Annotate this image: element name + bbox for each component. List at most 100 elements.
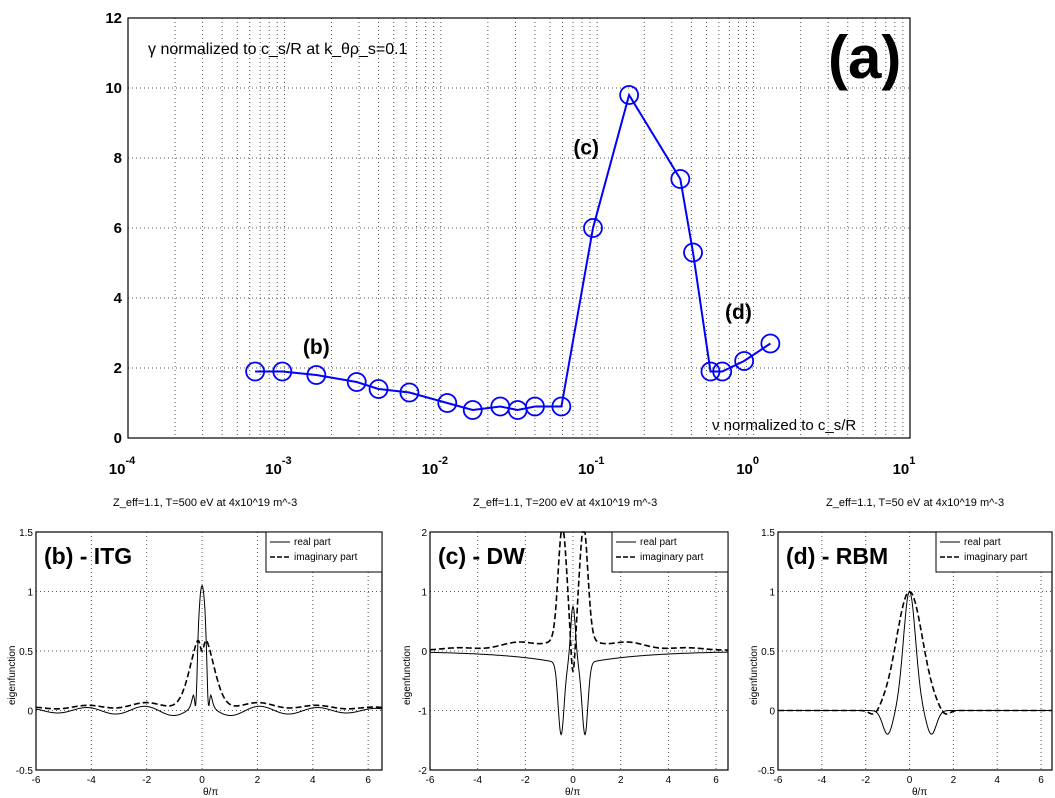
sub-chart-d: Z_eff=1.1, T=50 eV at 4x10^19 m^-3 (d) -… [749,497,1053,798]
sub-x-tick-label: -2 [142,775,151,786]
sub-y-tick-label: -0.5 [758,766,776,777]
main-point-label: (d) [725,301,752,324]
main-y-tick-label: 12 [105,10,122,27]
main-y-tick-label: 8 [114,150,122,167]
sub-c-panel-label: (c) - DW [438,543,525,569]
main-x-tick-label: 101 [893,455,916,478]
sub-y-tick-label: -0.5 [16,766,34,777]
sub-x-tick-label: 6 [713,775,719,786]
sub-y-tick-label: 1 [769,588,775,599]
sub-y-tick-label: 0 [421,647,427,658]
sub-chart-b: Z_eff=1.1, T=500 eV at 4x10^19 m^-3 (b) … [7,497,383,798]
sub-y-tick-label: 0.5 [19,647,33,658]
sub-x-tick-label: 0 [199,775,205,786]
sub-legend-box [611,531,729,573]
real-part-curve [429,605,728,736]
sub-x-tick-label: -6 [426,775,435,786]
main-plot-frame [127,17,911,439]
main-data-point [368,379,389,399]
main-data-point [712,361,733,382]
main-data-point [346,372,367,392]
main-data-point [670,169,691,189]
sub-x-tick-label: -4 [473,775,482,786]
sub-x-tick-label: 6 [1038,775,1044,786]
sub-legend-label: imaginary part [964,552,1028,563]
sub-x-tick-label: 4 [666,775,672,786]
sub-d-x-label: θ/π [912,787,927,798]
sub-legend-label: real part [640,537,677,548]
sub-legend-label: imaginary part [640,552,704,563]
main-y-tick-label: 4 [114,290,123,307]
sub-y-tick-label: 0.5 [761,647,775,658]
sub-y-tick-label: -1 [418,707,427,718]
main-chart-a: 0 2 4 6 8 10 12 10-4 10-3 10-2 10-1 100 101 γ normal… [105,10,915,478]
main-y-tick-label: 0 [114,430,122,447]
sub-c-y-label: eigenfunction [402,646,413,706]
real-part-curve [35,584,383,716]
imaginary-part-curve [430,531,728,672]
main-x-tick-label: 10-1 [578,455,604,478]
main-y-tick-label: 6 [114,220,122,237]
sub-b-plot-frame [35,531,383,771]
main-data-point [551,396,572,417]
main-panel-label: (a) [828,24,901,91]
main-point-label: (c) [573,137,599,160]
sub-legend-label: imaginary part [294,552,358,563]
sub-c-caption: Z_eff=1.1, T=200 eV at 4x10^19 m^-3 [473,497,657,509]
sub-x-tick-label: -6 [32,775,41,786]
sub-x-tick-label: 2 [618,775,624,786]
main-data-point [700,361,721,382]
sub-y-tick-label: -2 [418,766,427,777]
main-x-tick-label: 10-4 [109,455,136,478]
sub-d-plot-frame [777,531,1053,771]
sub-b-y-label: eigenfunction [7,646,18,706]
sub-x-tick-label: 2 [951,775,957,786]
main-data-point [306,365,327,385]
sub-c-plot-frame [429,531,729,771]
main-series-line [255,92,771,412]
main-point-labels: (b) (c) (d) [303,137,752,360]
main-y-tick-label: 10 [105,80,122,97]
sub-legend-box [935,531,1053,573]
main-series [245,85,781,420]
sub-x-tick-label: -4 [817,775,826,786]
sub-c-x-label: θ/π [565,787,580,798]
sub-d-caption: Z_eff=1.1, T=50 eV at 4x10^19 m^-3 [826,497,1004,509]
sub-x-tick-label: 4 [310,775,316,786]
main-x-axis-label: ν normalized to c_s/R [712,417,856,434]
sub-b-x-label: θ/π [203,787,218,798]
sub-x-tick-label: 2 [255,775,261,786]
main-x-tick-label: 100 [736,455,759,478]
sub-b-panel-label: (b) - ITG [44,543,132,569]
main-y-tick-label: 2 [114,360,122,377]
main-point-label: (b) [303,336,330,359]
sub-legend-label: real part [964,537,1001,548]
imaginary-part-curve [36,639,383,710]
sub-y-tick-label: 1.5 [761,528,775,539]
main-data-point [760,333,781,354]
sub-y-tick-label: 2 [421,528,427,539]
sub-x-tick-label: 6 [365,775,371,786]
sub-x-tick-label: -2 [521,775,530,786]
sub-b-caption: Z_eff=1.1, T=500 eV at 4x10^19 m^-3 [113,497,297,509]
sub-d-y-label: eigenfunction [749,646,760,706]
sub-y-tick-label: 1.5 [19,528,33,539]
main-data-point [462,400,483,420]
sub-d-panel-label: (d) - RBM [786,543,888,569]
sub-x-tick-label: 4 [994,775,1000,786]
imaginary-part-curve [778,590,1052,715]
main-annotation: γ normalized to c_s/R at k_θρ_s=0.1 [148,41,408,58]
sub-y-tick-label: 0 [27,707,33,718]
main-x-tick-label: 10-3 [265,455,291,478]
main-data-point [525,396,545,417]
main-data-point [245,361,266,382]
main-grid [128,18,910,438]
sub-y-tick-label: 1 [27,588,33,599]
main-data-point [619,85,640,105]
main-data-point [583,218,603,238]
real-part-curve [778,590,1052,735]
sub-x-tick-label: -6 [774,775,783,786]
sub-y-tick-label: 0 [769,707,775,718]
sub-chart-c: Z_eff=1.1, T=200 eV at 4x10^19 m^-3 (c) … [402,497,729,798]
